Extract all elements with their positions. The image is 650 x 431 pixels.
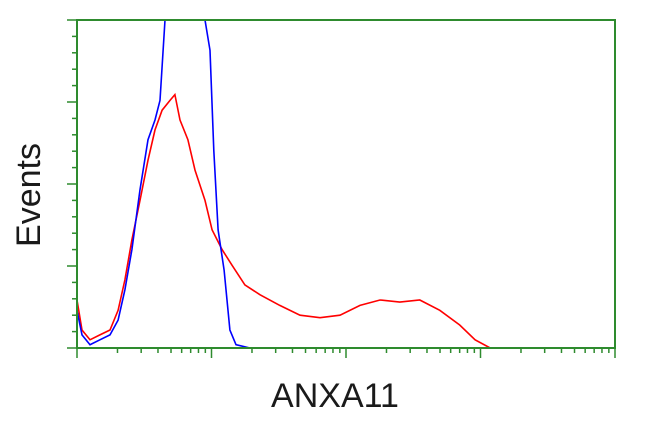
plot-area [77, 20, 505, 348]
series-line [77, 20, 285, 348]
series-line [77, 92, 505, 348]
x-axis-label: ANXA11 [271, 377, 399, 415]
y-axis-label: Events [10, 143, 48, 247]
plot-frame [76, 19, 616, 349]
